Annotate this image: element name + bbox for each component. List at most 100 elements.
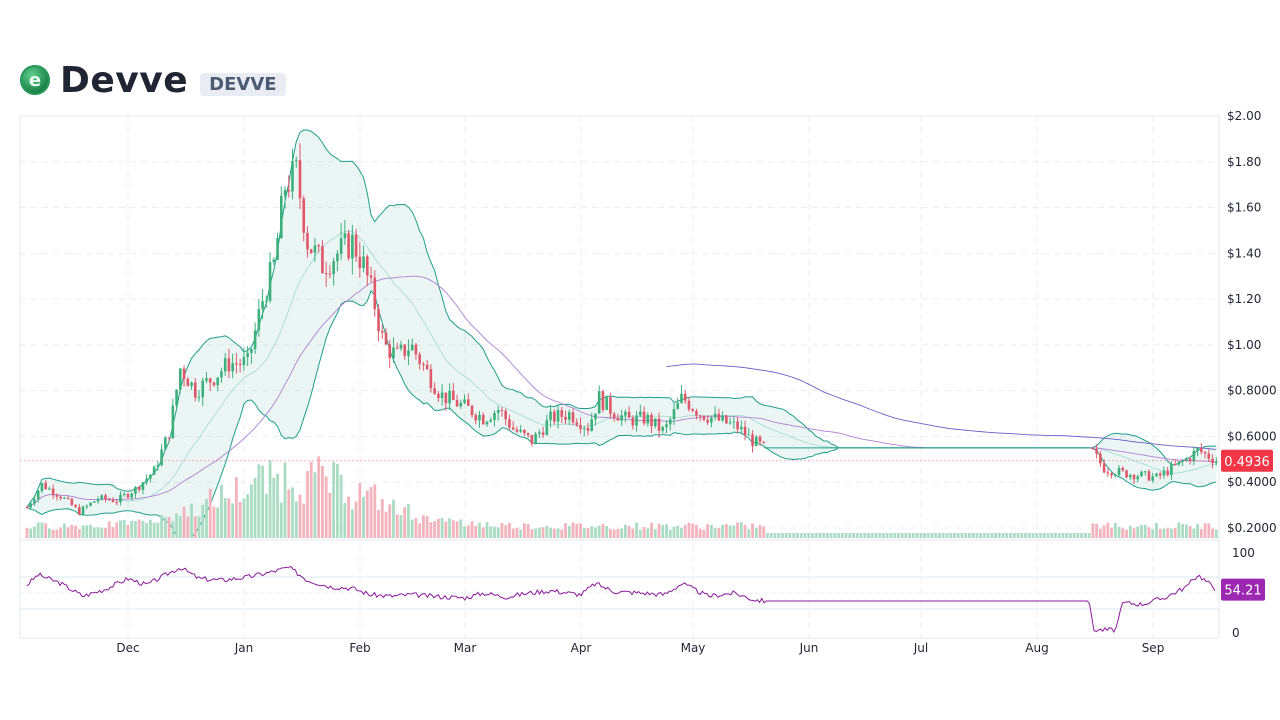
x-tick-label: Dec <box>116 641 139 655</box>
candle-body <box>627 411 631 418</box>
volume-bar <box>466 525 470 538</box>
candle-body <box>246 352 249 358</box>
volume-bar <box>1132 528 1136 538</box>
candle-body <box>1117 468 1121 476</box>
volume-bar <box>844 533 848 538</box>
candle-body <box>1203 452 1207 454</box>
candle-body <box>276 238 279 260</box>
volume-bar <box>638 529 642 538</box>
candle-body <box>1214 461 1218 464</box>
volume-bar <box>122 519 126 538</box>
candle-body <box>242 357 246 365</box>
volume-bar <box>182 506 186 538</box>
volume-bar <box>885 533 889 538</box>
candle-body <box>444 392 448 404</box>
rsi-line <box>26 565 1216 634</box>
volume-bar <box>1020 533 1024 538</box>
volume-bar <box>1080 533 1084 538</box>
volume-bar <box>403 507 407 538</box>
volume-bar <box>736 522 739 538</box>
asset-name: Devve <box>60 59 189 101</box>
volume-bar <box>612 529 616 538</box>
candle-body <box>149 474 152 479</box>
volume-bar <box>171 521 175 538</box>
volume-bar <box>1102 525 1106 538</box>
volume-bar <box>1158 528 1162 538</box>
candle-body <box>152 466 156 475</box>
volume-bar <box>582 527 586 538</box>
last-price-label: 0.4936 <box>1224 455 1270 470</box>
volume-bar <box>739 522 743 538</box>
volume-bar <box>1031 533 1035 538</box>
volume-bar <box>410 519 414 538</box>
candle-body <box>171 405 175 438</box>
candle-body <box>683 393 687 401</box>
volume-bar <box>44 523 48 538</box>
candle-body <box>36 490 40 500</box>
volume-bar <box>134 521 137 538</box>
volume-bar <box>706 524 710 538</box>
rsi-pane: 100 0 54.21 <box>20 546 1265 640</box>
candle-body <box>1207 453 1211 459</box>
candle-body <box>63 497 66 499</box>
volume-bar <box>1069 533 1072 538</box>
candle-body <box>358 256 362 269</box>
candle-body <box>145 478 148 483</box>
candle-body <box>754 436 758 447</box>
volume-bar <box>758 525 762 538</box>
volume-bar <box>451 520 455 538</box>
candle-body <box>523 429 526 434</box>
volume-bar <box>220 484 223 538</box>
volume-bar <box>1016 533 1020 538</box>
volume-bar <box>665 524 668 538</box>
candle-body <box>665 424 668 428</box>
rsi-tick-100: 100 <box>1232 546 1255 560</box>
candle-body <box>190 382 193 387</box>
candle-body <box>747 434 751 436</box>
rsi-value-badge <box>1221 578 1265 601</box>
candles <box>25 143 1218 516</box>
candle-body <box>29 503 33 508</box>
candle-body <box>642 411 646 424</box>
candle-body <box>395 347 399 349</box>
candle-body <box>526 433 530 435</box>
candle-body <box>556 410 560 422</box>
volume-bar <box>392 499 395 538</box>
volume-bar <box>163 517 167 538</box>
volume-bar <box>1110 527 1113 538</box>
candle-body <box>369 275 373 278</box>
volume-bar <box>1098 528 1102 538</box>
volume-bar <box>1192 528 1196 538</box>
candle-body <box>1170 464 1173 476</box>
volume-bar <box>287 489 291 538</box>
volume-bar <box>306 471 309 538</box>
volume-bar <box>62 523 66 538</box>
volume-bar <box>657 523 661 538</box>
candle-body <box>250 349 253 353</box>
candle-body <box>571 412 575 423</box>
volume-bar <box>571 522 575 538</box>
volume-bar <box>193 516 197 538</box>
candle-body <box>624 411 627 416</box>
volume-bar <box>148 519 152 538</box>
volume-bar <box>1072 533 1076 538</box>
volume-bar <box>994 533 998 538</box>
candle-body <box>429 369 433 389</box>
volume-bar <box>519 529 523 538</box>
volume-bar <box>852 533 855 538</box>
x-tick-label: Jul <box>913 641 928 655</box>
volume-bar <box>1177 522 1181 538</box>
candle-body <box>70 498 74 506</box>
x-tick-label: Apr <box>571 641 592 655</box>
volume-bar <box>960 533 964 538</box>
volume-bar <box>1057 533 1061 538</box>
candle-body <box>85 505 89 507</box>
volume-bar <box>1155 522 1158 538</box>
candle-body <box>175 389 178 406</box>
volume-bar <box>1106 522 1110 538</box>
volume-bar <box>59 527 63 538</box>
volume-bar <box>919 533 923 538</box>
volume-bar <box>493 526 496 538</box>
volume-bar <box>522 523 526 538</box>
